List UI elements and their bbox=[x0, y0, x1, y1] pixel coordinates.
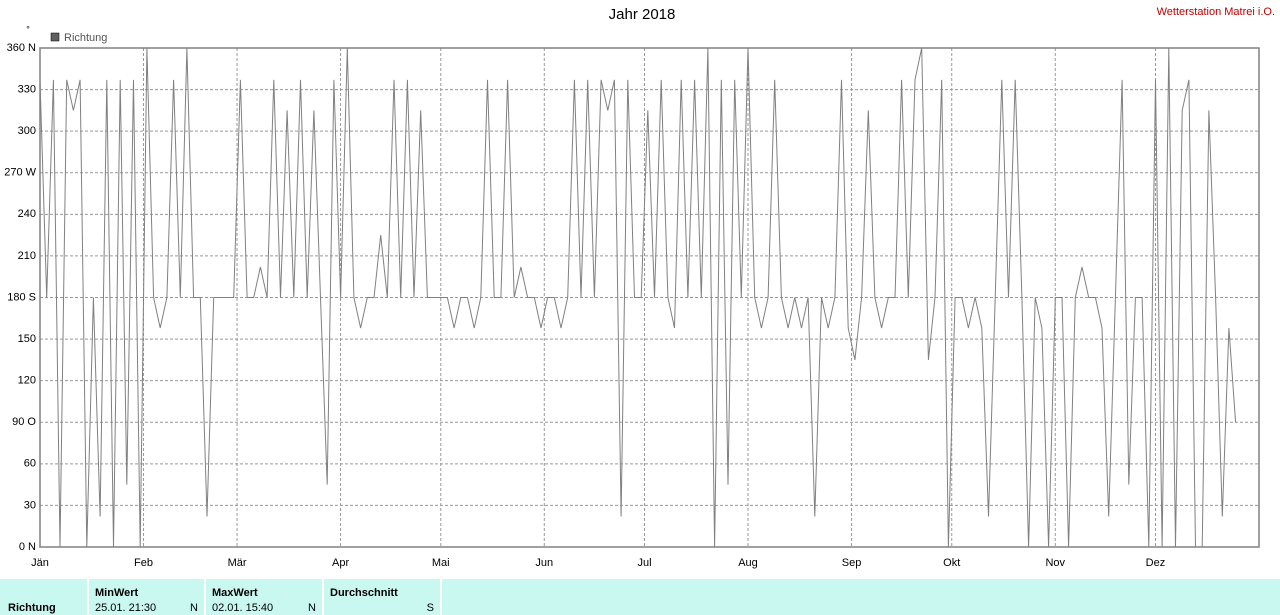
x-tick-label: Aug bbox=[738, 557, 758, 569]
y-tick-label: 90 O bbox=[12, 416, 36, 428]
x-tick-label: Okt bbox=[943, 557, 960, 569]
x-tick-label: Jän bbox=[31, 557, 49, 569]
y-axis-label: ° bbox=[26, 24, 30, 34]
direction-value: N bbox=[190, 602, 198, 614]
y-tick-label: 120 bbox=[18, 375, 36, 387]
time-value: 25.01. 21:30 bbox=[95, 602, 156, 614]
table-bg bbox=[0, 578, 1280, 615]
x-tick-label: Dez bbox=[1146, 557, 1166, 569]
y-tick-label: 30 bbox=[24, 499, 36, 511]
x-tick-label: Mai bbox=[432, 557, 450, 569]
row-label: Richtung bbox=[8, 602, 56, 614]
y-tick-label: 360 N bbox=[7, 42, 36, 54]
x-tick-label: Jun bbox=[535, 557, 553, 569]
y-tick-label: 330 bbox=[18, 83, 36, 95]
time-value: 02.01. 15:40 bbox=[212, 602, 273, 614]
x-tick-label: Nov bbox=[1045, 557, 1065, 569]
plot-border bbox=[39, 47, 1260, 548]
x-tick-label: Feb bbox=[134, 557, 153, 569]
x-tick-label: Mär bbox=[228, 557, 247, 569]
y-tick-label: 180 S bbox=[7, 291, 36, 303]
chart-title: Jahr 2018 bbox=[609, 6, 676, 23]
y-tick-label: 60 bbox=[24, 458, 36, 470]
y-tick-label: 300 bbox=[18, 125, 36, 137]
y-tick-label: 210 bbox=[18, 250, 36, 262]
legend-label: Richtung bbox=[64, 32, 107, 44]
x-tick-label: Apr bbox=[332, 557, 349, 569]
column-header: MinWert bbox=[95, 587, 139, 599]
y-tick-label: 240 bbox=[18, 208, 36, 220]
data-line bbox=[39, 47, 1237, 548]
station-name: Wetterstation Matrei i.O. bbox=[1157, 6, 1275, 18]
y-tick-label: 150 bbox=[18, 333, 36, 345]
direction-value: N bbox=[308, 602, 316, 614]
direction-value: S bbox=[427, 602, 434, 614]
column-header: Durchschnitt bbox=[330, 587, 398, 599]
summary-table: Richtung MinWert 25.01. 21:30 N MaxWert 02.0… bbox=[0, 577, 1280, 615]
y-tick-label: 0 N bbox=[19, 541, 36, 553]
x-tick-label: Jul bbox=[637, 557, 651, 569]
legend-swatch bbox=[50, 32, 60, 42]
column-header: MaxWert bbox=[212, 587, 258, 599]
x-tick-label: Sep bbox=[842, 557, 862, 569]
y-tick-label: 270 W bbox=[4, 167, 36, 179]
